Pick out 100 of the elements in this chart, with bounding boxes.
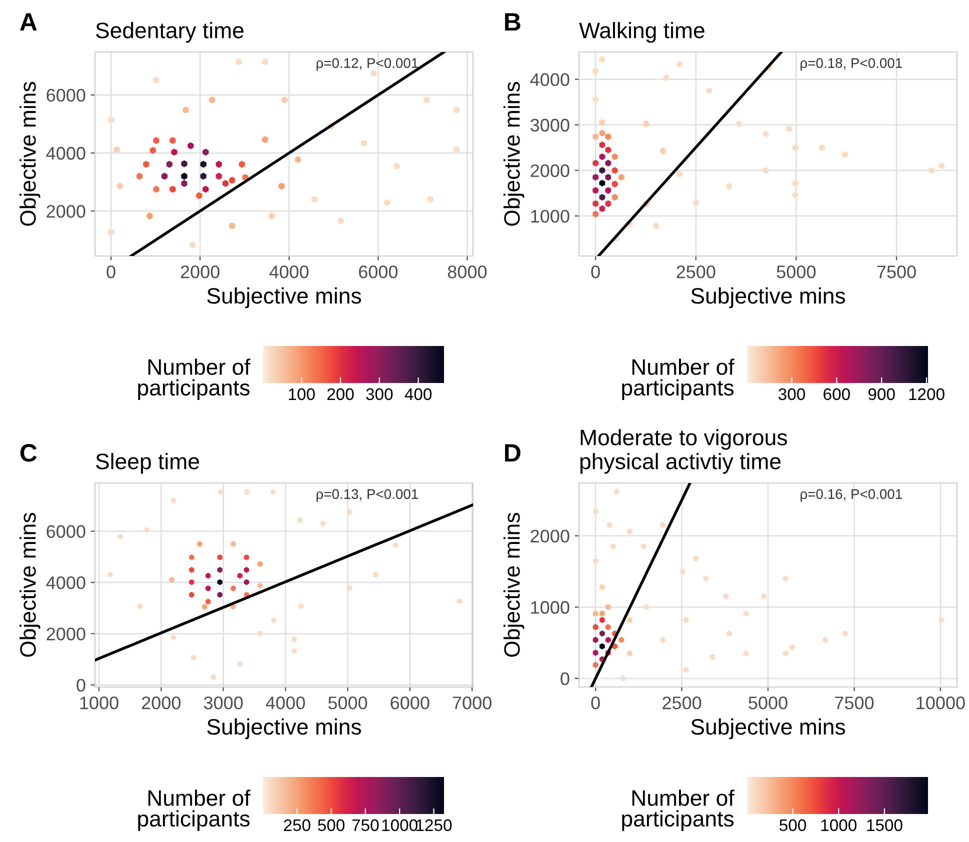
point	[627, 616, 632, 624]
point	[453, 106, 460, 114]
point	[196, 192, 202, 200]
x-tick-label: 4000	[269, 266, 308, 278]
point	[202, 186, 209, 193]
y-tick-label: 0	[76, 678, 86, 692]
y-tick-label: 4000	[46, 576, 86, 590]
color-bar-label: 300	[366, 388, 393, 400]
point	[209, 96, 216, 104]
point	[257, 560, 263, 567]
point	[114, 146, 120, 154]
color-bar-title: Number of participants	[622, 790, 734, 832]
point	[938, 162, 944, 170]
x-tick-label: 4000	[266, 696, 305, 710]
point	[762, 167, 769, 174]
point	[599, 194, 606, 201]
point	[244, 566, 250, 573]
point	[592, 68, 599, 75]
point	[676, 170, 682, 178]
point	[599, 630, 605, 637]
point	[605, 187, 612, 194]
point	[592, 210, 599, 218]
point	[612, 194, 618, 201]
point	[262, 136, 268, 144]
point	[792, 180, 798, 187]
point	[599, 180, 606, 187]
point	[605, 133, 612, 140]
point	[599, 616, 605, 624]
point	[620, 675, 626, 682]
point	[599, 119, 606, 126]
point	[297, 517, 302, 524]
point	[271, 617, 276, 624]
point	[238, 160, 245, 168]
point	[346, 585, 352, 592]
point	[782, 575, 788, 582]
point	[278, 182, 285, 190]
point	[206, 598, 211, 605]
point	[640, 543, 646, 550]
y-axis-title: Objective mins	[20, 512, 40, 657]
color-bar-title: Number of participants	[138, 358, 250, 400]
point	[189, 554, 194, 560]
point	[257, 582, 263, 589]
point	[592, 96, 599, 103]
point	[144, 527, 150, 534]
x-tick-label: 0	[591, 696, 600, 710]
point	[320, 520, 326, 526]
point	[108, 116, 114, 124]
point	[453, 146, 460, 154]
x-tick-label: 10000	[916, 696, 965, 710]
point	[294, 156, 302, 164]
point	[229, 222, 236, 230]
x-tick-label: 2000	[142, 696, 181, 710]
point	[928, 167, 934, 174]
color-bar-label: 200	[327, 388, 354, 400]
x-axis-title: Subjective mins	[691, 718, 846, 740]
annotation: ρ=0.18, P<0.001	[800, 58, 902, 71]
point	[703, 575, 709, 582]
color-bar-label: 250	[284, 819, 310, 832]
text: A	[20, 13, 37, 30]
x-tick-label: 5000	[748, 696, 788, 710]
color-bar-label: 100	[288, 388, 315, 400]
point	[761, 593, 767, 600]
point	[612, 180, 618, 188]
point	[653, 222, 660, 230]
point	[118, 534, 123, 540]
point	[592, 650, 598, 656]
chart-title: Sleep time	[96, 453, 200, 474]
point	[143, 160, 150, 168]
x-tick-label: 2000	[180, 266, 220, 278]
point	[394, 162, 400, 170]
point	[169, 576, 174, 583]
point	[370, 70, 377, 77]
point	[726, 630, 732, 637]
point	[736, 120, 742, 128]
point	[190, 654, 196, 661]
point	[644, 604, 649, 610]
point	[660, 636, 666, 644]
point	[137, 603, 143, 610]
y-axis-title: Objective mins	[504, 82, 524, 226]
point	[842, 151, 848, 158]
point	[292, 648, 297, 654]
point	[229, 176, 236, 184]
point	[270, 488, 276, 495]
point	[692, 199, 699, 206]
color-bar-label: 500	[318, 819, 344, 832]
x-tick-label: 0	[591, 266, 600, 278]
point	[182, 106, 189, 114]
point	[238, 661, 243, 668]
point	[236, 58, 242, 66]
chart-title: Moderate to vigorous physical activtiy time	[580, 429, 787, 474]
chart-title: Walking time	[579, 22, 704, 43]
point	[706, 87, 712, 94]
y-tick-label: 6000	[46, 525, 86, 538]
y-tick-label: 2000	[530, 530, 570, 543]
point	[592, 508, 598, 515]
point	[592, 624, 598, 630]
point	[610, 543, 616, 550]
point	[171, 497, 176, 504]
point	[599, 643, 605, 650]
color-bar-label: 1200	[909, 388, 944, 400]
